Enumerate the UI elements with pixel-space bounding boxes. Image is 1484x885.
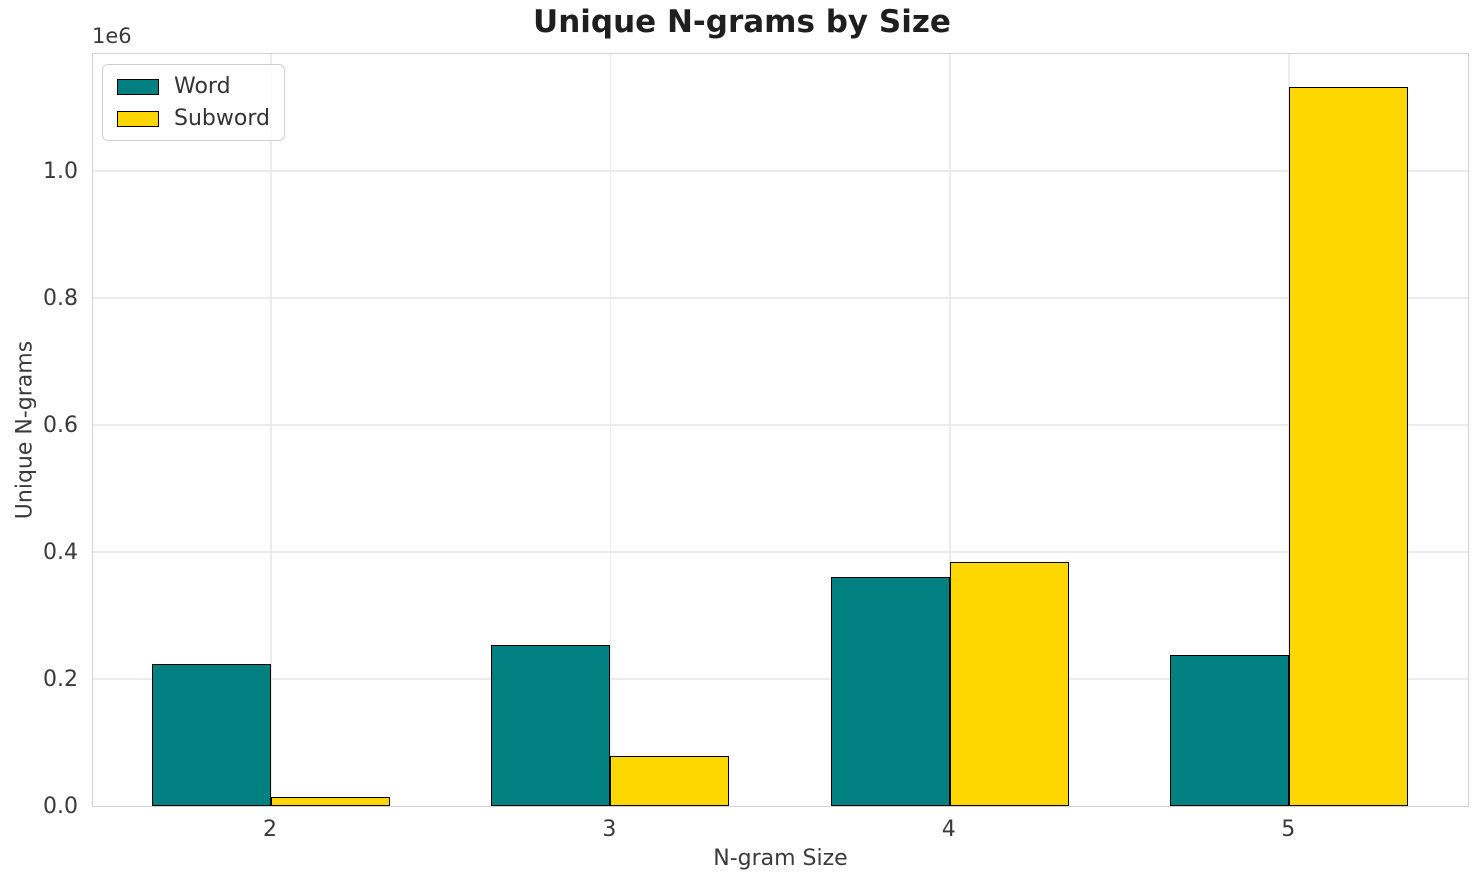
legend-swatch-icon: [117, 78, 159, 95]
y-tick-label: 0.6: [43, 412, 78, 438]
y-tick-label: 0.0: [43, 794, 78, 819]
gridline-vertical: [949, 54, 951, 806]
gridline-vertical: [609, 54, 612, 806]
gridline-vertical: [270, 54, 272, 806]
bar-word-2: [152, 663, 271, 806]
x-tick-label: 3: [602, 817, 617, 842]
bar-subword-2: [271, 797, 390, 806]
legend-item-label: Word: [174, 74, 231, 99]
y-tick-label: 1.0: [43, 158, 78, 184]
gridline-horizontal: [93, 424, 1468, 426]
gridline-horizontal: [93, 678, 1468, 680]
bar-subword-4: [949, 562, 1069, 806]
legend: Word Subword: [102, 64, 285, 141]
legend-item: Word: [117, 74, 270, 99]
plot-area: Word Subword: [92, 53, 1469, 807]
chart-title: Unique N-grams by Size: [533, 4, 951, 40]
gridline-horizontal: [93, 170, 1468, 172]
y-tick-label: 0.8: [43, 285, 78, 311]
legend-item: Subword: [117, 106, 270, 131]
x-axis-label: N-gram Size: [713, 846, 848, 871]
y-tick-label: 0.4: [43, 539, 78, 565]
bar-word-5: [1170, 654, 1290, 806]
gridline-horizontal: [93, 297, 1468, 299]
y-axis-offset-text: 1e6: [92, 24, 132, 48]
bar-word-4: [830, 577, 950, 806]
bar-subword-5: [1289, 86, 1409, 806]
y-tick-label: 0.2: [43, 666, 78, 692]
x-tick-label: 4: [941, 817, 956, 842]
bar-subword-3: [610, 755, 730, 806]
bar-word-3: [491, 645, 611, 806]
gridline-horizontal: [93, 551, 1468, 553]
legend-item-label: Subword: [174, 106, 270, 131]
x-tick-label: 5: [1281, 817, 1296, 842]
x-tick-label: 2: [263, 817, 277, 842]
legend-swatch-icon: [117, 110, 159, 127]
